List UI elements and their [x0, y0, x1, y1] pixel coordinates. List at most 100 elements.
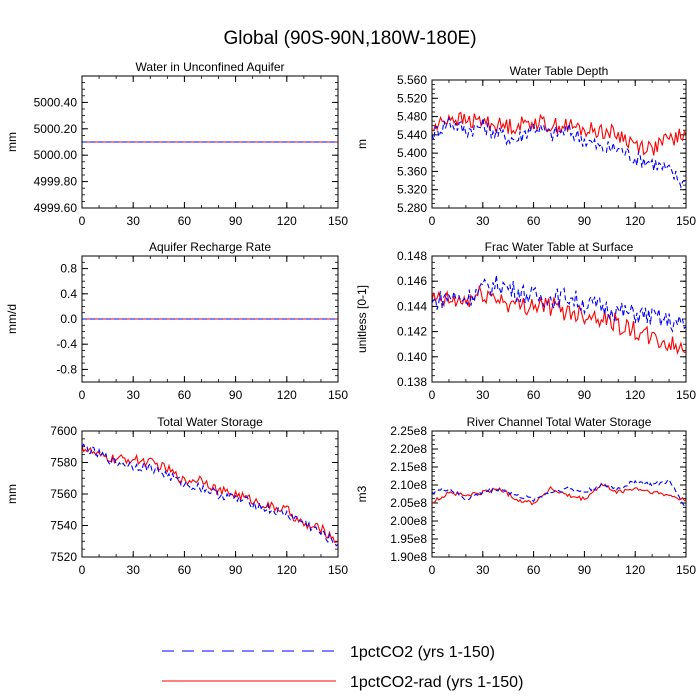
x-tick-label: 120 — [277, 388, 297, 402]
x-tick-label: 30 — [127, 214, 141, 228]
x-tick-label: 90 — [578, 563, 592, 577]
y-axis-label: unitless [0-1] — [355, 285, 369, 353]
x-tick-label: 120 — [625, 563, 645, 577]
series-line-1pctco2 — [431, 275, 687, 333]
series-line-1pctco2-rad — [431, 111, 687, 156]
x-tick-label: 90 — [229, 388, 243, 402]
x-tick-label: 90 — [229, 214, 243, 228]
y-tick-label: 0.138 — [397, 375, 427, 389]
x-tick-label: 150 — [328, 388, 348, 402]
x-tick-label: 120 — [277, 214, 297, 228]
y-tick-label: 4999.60 — [34, 201, 78, 215]
y-tick-label: 2.10e8 — [390, 478, 427, 492]
y-tick-label: 0.142 — [397, 325, 427, 339]
x-tick-label: 150 — [328, 214, 348, 228]
y-tick-label: 2.25e8 — [390, 424, 427, 438]
x-tick-label: 30 — [127, 388, 141, 402]
y-tick-label: 5.400 — [397, 146, 427, 160]
x-tick-label: 120 — [625, 214, 645, 228]
y-tick-label: 1.90e8 — [390, 550, 427, 564]
y-tick-label: 5.480 — [397, 110, 427, 124]
panel-title: River Channel Total Water Storage — [467, 415, 652, 429]
y-tick-label: 2.20e8 — [390, 442, 427, 456]
y-tick-label: 5.440 — [397, 128, 427, 142]
x-tick-label: 120 — [277, 563, 297, 577]
y-tick-label: 0.8 — [60, 262, 77, 276]
x-tick-label: 30 — [476, 214, 490, 228]
y-tick-label: 2.00e8 — [390, 514, 427, 528]
y-tick-label: 5.520 — [397, 91, 427, 105]
plot-frame — [431, 430, 687, 558]
x-tick-label: 150 — [676, 214, 696, 228]
x-tick-label: 90 — [578, 388, 592, 402]
x-tick-label: 0 — [79, 563, 86, 577]
chart-panel-3: Aquifer Recharge Rate mm/d 0 30 60 90 120 150 -0… — [5, 240, 348, 402]
y-tick-label: 5000.00 — [34, 148, 78, 162]
x-tick-label: 120 — [625, 388, 645, 402]
y-tick-label: 5.560 — [397, 73, 427, 87]
y-tick-label: 5.280 — [397, 201, 427, 215]
y-tick-label: 7580 — [50, 456, 77, 470]
y-tick-label: 1.95e8 — [390, 532, 427, 546]
y-tick-label: 0.140 — [397, 350, 427, 364]
y-tick-label: 0.146 — [397, 274, 427, 288]
y-tick-label: 4999.80 — [34, 175, 78, 189]
x-tick-label: 30 — [476, 563, 490, 577]
panel-title: Water Table Depth — [510, 64, 609, 78]
y-tick-label: 2.05e8 — [390, 496, 427, 510]
y-tick-label: 5.320 — [397, 183, 427, 197]
y-tick-label: 7520 — [50, 550, 77, 564]
panel-title: Total Water Storage — [157, 415, 263, 429]
series-line-1pctco2-rad — [431, 482, 687, 506]
panel-title: Aquifer Recharge Rate — [149, 240, 271, 254]
y-tick-label: 0.148 — [397, 249, 427, 263]
x-tick-label: 0 — [429, 388, 436, 402]
plot-frame — [81, 75, 339, 209]
x-tick-label: 0 — [429, 563, 436, 577]
y-axis-label: mm/d — [5, 304, 19, 334]
x-tick-label: 60 — [178, 563, 192, 577]
legend-label: 1pctCO2-rad (yrs 1-150) — [350, 674, 523, 691]
x-tick-label: 0 — [79, 388, 86, 402]
chart-panel-1: Water in Unconfined Aquifer mm 0 30 60 90 120 1… — [5, 60, 348, 228]
page-title: Global (90S-90N,180W-180E) — [223, 28, 477, 49]
y-tick-label: 5000.20 — [34, 122, 78, 136]
x-tick-label: 30 — [127, 563, 141, 577]
x-tick-label: 150 — [676, 388, 696, 402]
plot-frame — [81, 430, 339, 558]
x-tick-label: 60 — [527, 388, 541, 402]
x-tick-label: 0 — [79, 214, 86, 228]
chart-panel-2: Water Table Depth m 0 30 60 90 120 150 5.280 5.32… — [355, 64, 696, 228]
y-tick-label: 0.4 — [60, 287, 77, 301]
legend-label: 1pctCO2 (yrs 1-150) — [350, 644, 495, 661]
panel-title: Frac Water Table at Surface — [485, 240, 634, 254]
panel-title: Water in Unconfined Aquifer — [136, 60, 285, 74]
legend: 1pctCO2 (yrs 1-150) 1pctCO2-rad (yrs 1-15… — [162, 644, 523, 691]
plot-frame — [431, 255, 687, 383]
x-tick-label: 150 — [676, 563, 696, 577]
x-tick-label: 60 — [527, 214, 541, 228]
chart-panel-6: River Channel Total Water Storage m3 0 30 60… — [355, 415, 696, 577]
x-tick-label: 30 — [476, 388, 490, 402]
x-tick-label: 90 — [229, 563, 243, 577]
plot-frame — [81, 255, 339, 383]
y-tick-label: 0.0 — [60, 312, 77, 326]
y-tick-label: -0.8 — [56, 362, 77, 376]
y-tick-label: 0.144 — [397, 299, 427, 313]
y-axis-label: mm — [5, 484, 19, 504]
chart-panel-5: Total Water Storage mm 0 30 60 90 120 150 7520 75… — [5, 415, 348, 577]
y-axis-label: mm — [5, 132, 19, 152]
y-axis-label: m — [355, 139, 369, 149]
series-line-1pctco2 — [81, 443, 339, 547]
series-line-1pctco2 — [431, 478, 687, 508]
y-tick-label: 5.360 — [397, 164, 427, 178]
series-line-1pctco2 — [431, 116, 687, 189]
x-tick-label: 60 — [178, 214, 192, 228]
x-tick-label: 60 — [178, 388, 192, 402]
x-tick-label: 90 — [578, 214, 592, 228]
y-tick-label: 5000.40 — [34, 95, 78, 109]
x-tick-label: 0 — [429, 214, 436, 228]
y-tick-label: -0.4 — [56, 337, 77, 351]
y-tick-label: 2.15e8 — [390, 460, 427, 474]
